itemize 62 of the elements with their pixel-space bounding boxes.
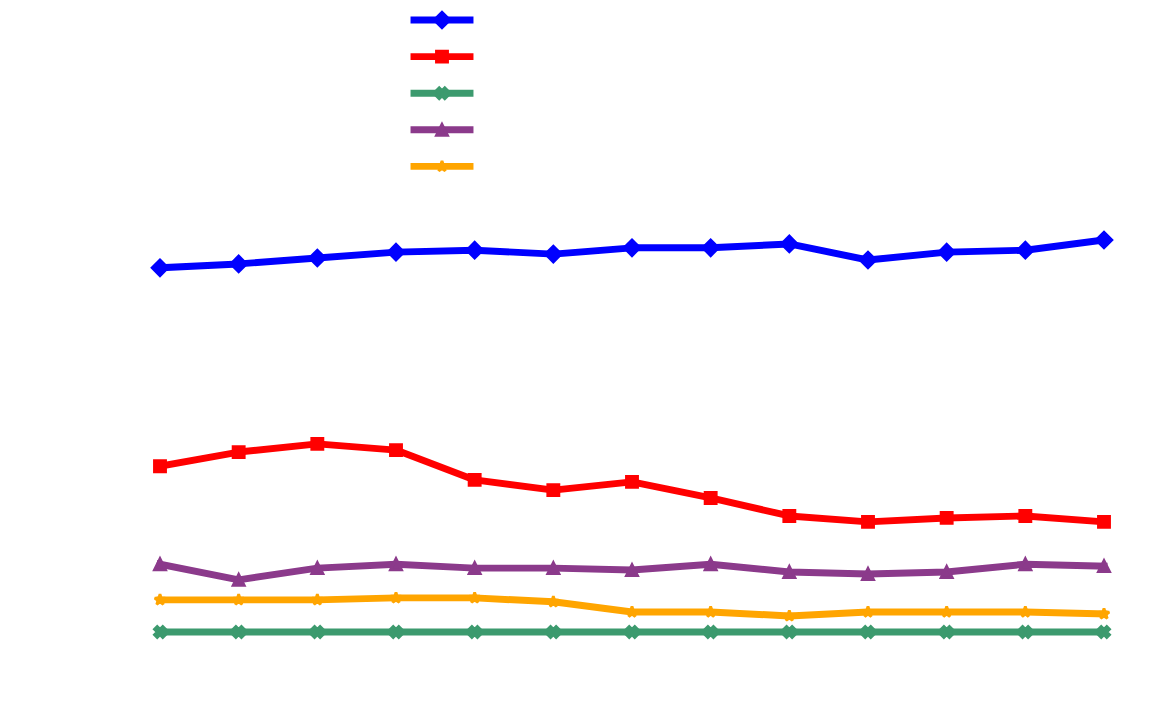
point [625,605,639,618]
point [782,625,797,639]
point [231,572,246,587]
point [782,565,797,579]
point [939,510,954,525]
point [1097,559,1111,574]
point [231,445,246,460]
point [1094,230,1114,250]
point [546,625,561,639]
point [782,608,797,622]
point [153,592,167,606]
point [310,592,325,606]
point [467,590,482,604]
point [231,592,246,606]
point [310,625,325,639]
point [937,242,956,262]
point [153,459,167,474]
point [310,436,325,451]
point [703,625,718,639]
point [386,242,406,262]
point [389,625,403,639]
point [467,472,482,487]
point [625,563,639,578]
point [153,557,167,572]
point [308,248,327,268]
point [1016,240,1035,260]
point [544,244,563,264]
point [703,557,718,572]
point [153,625,167,639]
point [546,483,561,498]
point [939,625,954,639]
point [861,625,875,639]
point [465,240,484,260]
point [1097,514,1111,529]
point [861,514,875,529]
point [625,625,639,639]
point [625,474,639,489]
point [546,594,561,608]
point [389,590,403,604]
point [310,561,325,576]
point [861,605,875,618]
point [622,238,642,258]
point [467,625,482,639]
point [939,565,954,579]
point [150,258,170,278]
point [858,250,878,270]
point [1018,557,1033,572]
point [703,490,718,505]
point [782,509,797,523]
point [1097,625,1111,639]
point [467,561,482,576]
point [389,443,403,458]
point [701,238,720,258]
point [231,625,246,639]
point [1097,607,1111,620]
point [861,567,875,581]
point [1018,509,1033,523]
point [389,557,403,572]
point [229,254,248,274]
point [780,234,799,254]
point [1018,625,1033,639]
point [546,561,561,576]
